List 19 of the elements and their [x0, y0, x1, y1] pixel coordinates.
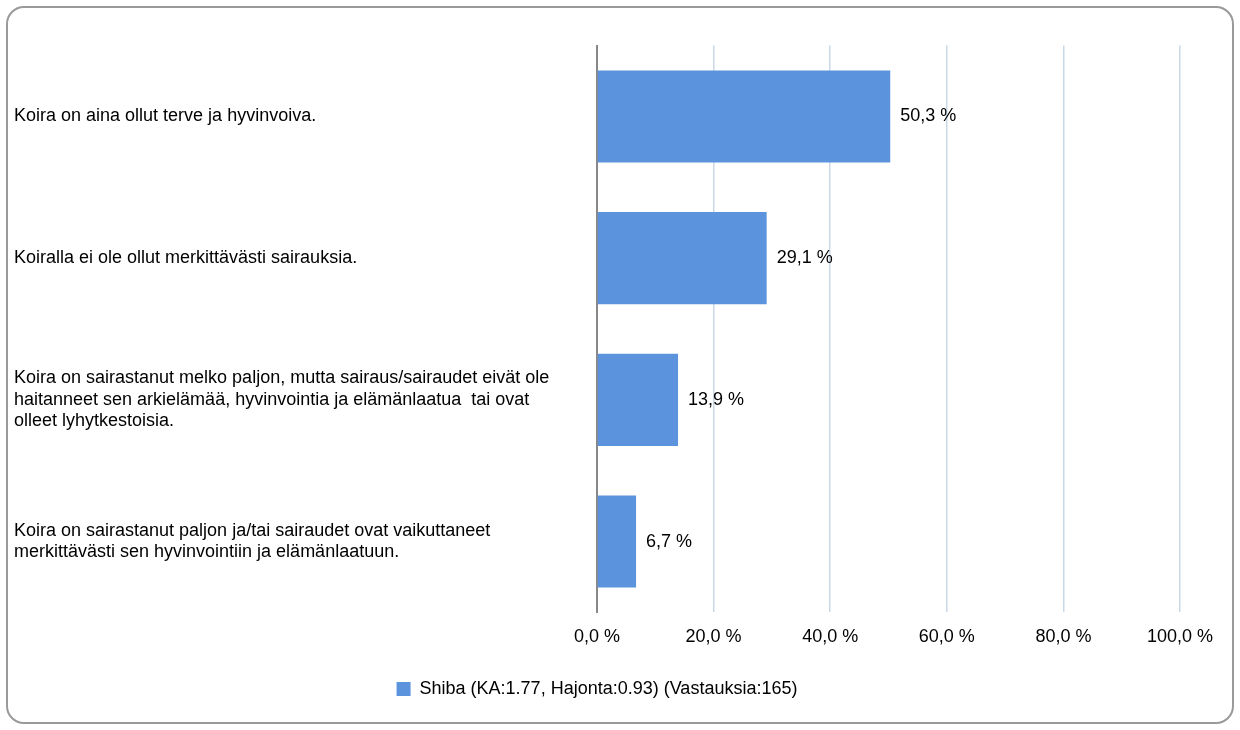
x-tick-label: 100,0 % [1146, 626, 1214, 647]
y-tick-label: Koiralla ei ole ollut merkittävästi sairauksia. [14, 247, 358, 268]
x-tick-label: 40,0 % [802, 626, 859, 647]
bar [597, 70, 891, 163]
y-tick-label: Koira on sairastanut melko paljon, mutta sairaus/sairaudet eivät ole haitanneet sen arkielämää, hyvinvointia ja elämänlaatua tai ovat olleet lyhytkestoisia. [14, 367, 550, 431]
y-tick-label: Koira on aina ollut terve ja hyvinvoiva. [14, 105, 317, 126]
data-label: 50,3 % [900, 105, 957, 126]
x-tick-label: 20,0 % [685, 626, 742, 647]
x-tick-label: 0,0 % [573, 626, 621, 647]
bar [597, 353, 679, 446]
data-label: 6,7 % [646, 530, 693, 551]
x-tick-label: 60,0 % [918, 626, 975, 647]
x-tick-label: 80,0 % [1035, 626, 1092, 647]
bar [597, 495, 637, 588]
y-tick-label: Koira on sairastanut paljon ja/tai sairaudet ovat vaikuttaneet merkittävästi sen hyvinvointiin ja elämänlaatuun. [14, 519, 491, 562]
data-label: 29,1 % [776, 247, 833, 268]
data-label: 13,9 % [688, 388, 745, 409]
legend-label: Shiba (KA:1.77, Hajonta:0.93) (Vastauksia:165) [419, 677, 798, 698]
bar [597, 212, 767, 305]
